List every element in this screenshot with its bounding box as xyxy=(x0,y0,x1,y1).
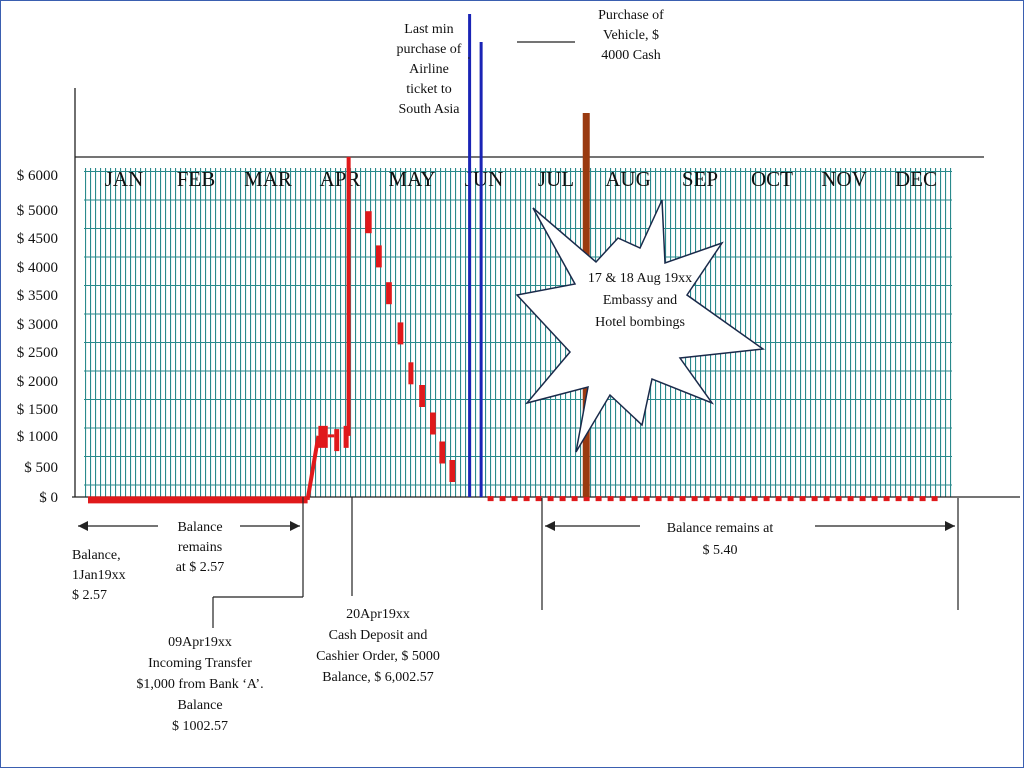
arrow-head xyxy=(78,521,88,531)
month-label: JUL xyxy=(538,167,574,191)
y-tick-label: $ 4000 xyxy=(17,260,58,276)
grid-area xyxy=(84,168,952,497)
month-label: NOV xyxy=(821,167,867,191)
annotation-line: ticket to xyxy=(406,82,452,97)
annotation-line: South Asia xyxy=(398,102,460,117)
y-tick-label: $ 4500 xyxy=(17,231,58,247)
balance-step xyxy=(397,322,404,345)
month-label: MAY xyxy=(388,167,435,191)
annotation-line: $ 1002.57 xyxy=(172,719,228,734)
month-label: FEB xyxy=(177,167,216,191)
annotation-line: Purchase of xyxy=(598,8,664,23)
annotation-airline: Last min purchase of Airline ticket to S… xyxy=(388,20,470,120)
y-tick-label: $ 3000 xyxy=(17,317,58,333)
y-tick-label: $ 2500 xyxy=(17,345,58,361)
balance-transition xyxy=(305,435,321,501)
annotation-line: Balance, $ 6,002.57 xyxy=(322,670,434,685)
month-label: OCT xyxy=(751,167,793,191)
annotation-line: Cashier Order, $ 5000 xyxy=(316,649,440,664)
annotation-line: 1Jan19xx xyxy=(72,568,126,583)
annotation-line: 20Apr19xx xyxy=(346,607,410,622)
annotation-balance-start: Balance, 1Jan19xx $ 2.57 xyxy=(72,546,126,606)
annotation-line: Balance xyxy=(177,698,223,713)
balance-step xyxy=(376,245,382,268)
annotation-apr20: 20Apr19xx Cash Deposit and Cashier Order… xyxy=(298,604,458,688)
annotation-line: at $ 2.57 xyxy=(175,560,225,575)
month-label: JUN xyxy=(465,167,504,191)
annotation-apr09: 09Apr19xx Incoming Transfer $1,000 from … xyxy=(120,632,280,737)
y-tick-label: $ 2000 xyxy=(17,374,58,390)
annotation-line: 17 & 18 Aug 19xx xyxy=(587,271,693,286)
annotation-line: Airline xyxy=(409,62,449,77)
y-tick-label: $ 0 xyxy=(39,490,58,506)
balance-step xyxy=(439,441,446,464)
annotation-line: Balance remains at xyxy=(666,521,774,536)
annotation-line: Vehicle, $ xyxy=(603,28,659,43)
balance-step xyxy=(386,282,392,305)
annotation-line: $ 2.57 xyxy=(72,588,107,603)
annotation-line: $ 5.40 xyxy=(702,543,738,558)
y-tick-label: $ 1500 xyxy=(17,402,58,418)
annotation-vehicle: Purchase of Vehicle, $ 4000 Cash xyxy=(586,6,676,66)
bombing-starburst xyxy=(515,199,766,453)
annotation-line: Embassy and xyxy=(602,293,678,308)
arrow-head xyxy=(945,521,955,531)
balance-step xyxy=(318,425,328,448)
month-label: MAR xyxy=(244,167,292,191)
month-label: APR xyxy=(320,167,361,191)
month-label: JAN xyxy=(105,167,144,191)
annotation-line: $1,000 from Bank ‘A’. xyxy=(136,677,264,692)
balance-step xyxy=(449,460,456,482)
annotation-line: Incoming Transfer xyxy=(148,656,252,671)
annotation-line: Balance, xyxy=(72,548,121,563)
arrow-head xyxy=(545,521,555,531)
month-label: SEP xyxy=(682,167,718,191)
annotation-bombing: 17 & 18 Aug 19xx Embassy and Hotel bombi… xyxy=(570,268,710,334)
balance-step xyxy=(334,429,340,452)
annotation-balance-end: Balance remains at $ 5.40 xyxy=(640,518,800,562)
annotation-line: 09Apr19xx xyxy=(168,635,232,650)
balance-step xyxy=(343,425,349,448)
month-label: DEC xyxy=(895,167,937,191)
month-label: AUG xyxy=(605,167,651,191)
annotation-line: Cash Deposit and xyxy=(328,628,428,643)
annotation-balance-remains: Balance remains at $ 2.57 xyxy=(160,518,240,578)
y-tick-label: $ 500 xyxy=(24,460,58,476)
balance-step xyxy=(419,385,425,407)
annotation-line: Hotel bombings xyxy=(595,315,685,330)
balance-step xyxy=(408,362,414,385)
balance-step xyxy=(365,211,372,234)
y-tick-label: $ 6000 xyxy=(17,168,58,184)
annotation-line: 4000 Cash xyxy=(601,48,661,63)
annotation-line: Balance xyxy=(177,520,223,535)
y-tick-label: $ 3500 xyxy=(17,288,58,304)
y-tick-label: $ 1000 xyxy=(17,429,58,445)
annotation-line: Last min xyxy=(404,22,454,37)
arrow-head xyxy=(290,521,300,531)
y-tick-label: $ 5000 xyxy=(17,203,58,219)
annotation-line: purchase of xyxy=(396,42,462,57)
annotation-line: remains xyxy=(177,540,223,555)
balance-step xyxy=(430,412,436,435)
